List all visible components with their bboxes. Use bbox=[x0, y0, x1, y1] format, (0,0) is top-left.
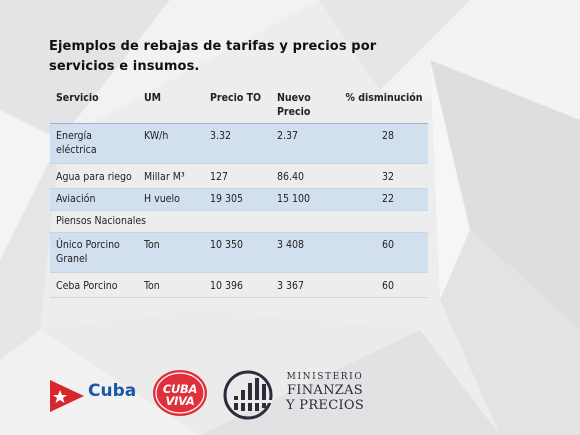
table-row: Agua para riego Millar M³ 127 86.40 32 bbox=[50, 163, 428, 189]
header-um: UM bbox=[138, 85, 204, 124]
cell-precio-to: 3.32 bbox=[204, 123, 271, 164]
ministerio-line2: FINANZAS bbox=[286, 383, 364, 398]
logos-strip: Cuba CUBA VIVA MINISTERIO FINANZAS Y PRE… bbox=[0, 362, 580, 422]
cell-disminucion: 28 bbox=[338, 123, 428, 164]
cell-precio-to: 19 305 bbox=[204, 188, 271, 211]
cell-disminucion: 60 bbox=[338, 272, 428, 298]
cell-nuevo-precio: 3 367 bbox=[271, 272, 338, 298]
cell-servicio: Único Porcino Granel bbox=[50, 232, 138, 273]
header-servicio: Servicio bbox=[50, 85, 138, 124]
cuba-viva-line1: CUBA bbox=[162, 382, 198, 396]
cell-um: Ton bbox=[138, 232, 204, 273]
cell-nuevo-precio: 2.37 bbox=[271, 123, 338, 164]
cell-um: Ton bbox=[138, 272, 204, 298]
cell-precio-to: 10 350 bbox=[204, 232, 271, 273]
cell-nuevo-precio: 86.40 bbox=[271, 163, 338, 189]
cell-servicio-group: Piensos Nacionales bbox=[50, 210, 428, 233]
ministerio-line3: Y PRECIOS bbox=[285, 398, 365, 413]
header-disminucion: % disminución bbox=[338, 85, 428, 124]
table-row: Energía eléctrica KW/h 3.32 2.37 28 bbox=[50, 123, 428, 164]
cuba-logo-text: Cuba bbox=[88, 381, 137, 401]
table-row: Ceba Porcino Ton 10 396 3 367 60 bbox=[50, 272, 428, 298]
cell-servicio: Energía eléctrica bbox=[50, 123, 138, 164]
header-nuevo-precio: Nuevo Precio bbox=[271, 85, 338, 124]
cell-disminucion: 22 bbox=[338, 188, 428, 211]
table-row: Piensos Nacionales bbox=[50, 210, 428, 233]
ministerio-emblem-icon bbox=[223, 370, 273, 420]
header-precio-to: Precio TO bbox=[204, 85, 271, 124]
cell-um: Millar M³ bbox=[138, 163, 204, 189]
cuba-flag-logo-icon bbox=[50, 380, 84, 412]
cell-precio-to: 127 bbox=[204, 163, 271, 189]
cell-disminucion: 32 bbox=[338, 163, 428, 189]
cell-servicio: Aviación bbox=[50, 188, 138, 211]
cell-servicio: Agua para riego bbox=[50, 163, 138, 189]
cell-um: KW/h bbox=[138, 123, 204, 164]
rates-table: Servicio UM Precio TO Nuevo Precio % dis… bbox=[50, 85, 428, 298]
cuba-viva-logo: CUBA VIVA bbox=[151, 368, 209, 418]
table-header-row: Servicio UM Precio TO Nuevo Precio % dis… bbox=[50, 85, 428, 124]
table-row: Aviación H vuelo 19 305 15 100 22 bbox=[50, 188, 428, 211]
cell-nuevo-precio: 3 408 bbox=[271, 232, 338, 273]
cell-nuevo-precio: 15 100 bbox=[271, 188, 338, 211]
cell-servicio: Ceba Porcino bbox=[50, 272, 138, 298]
cuba-viva-line2: VIVA bbox=[165, 394, 195, 408]
cell-disminucion: 60 bbox=[338, 232, 428, 273]
ministerio-line1: MINISTERIO bbox=[286, 372, 364, 382]
cell-precio-to: 10 396 bbox=[204, 272, 271, 298]
cuba-viva-badge-icon bbox=[153, 370, 207, 416]
table-row: Único Porcino Granel Ton 10 350 3 408 60 bbox=[50, 232, 428, 273]
slide-title: Ejemplos de rebajas de tarifas y precios… bbox=[49, 39, 377, 74]
cell-um: H vuelo bbox=[138, 188, 204, 211]
